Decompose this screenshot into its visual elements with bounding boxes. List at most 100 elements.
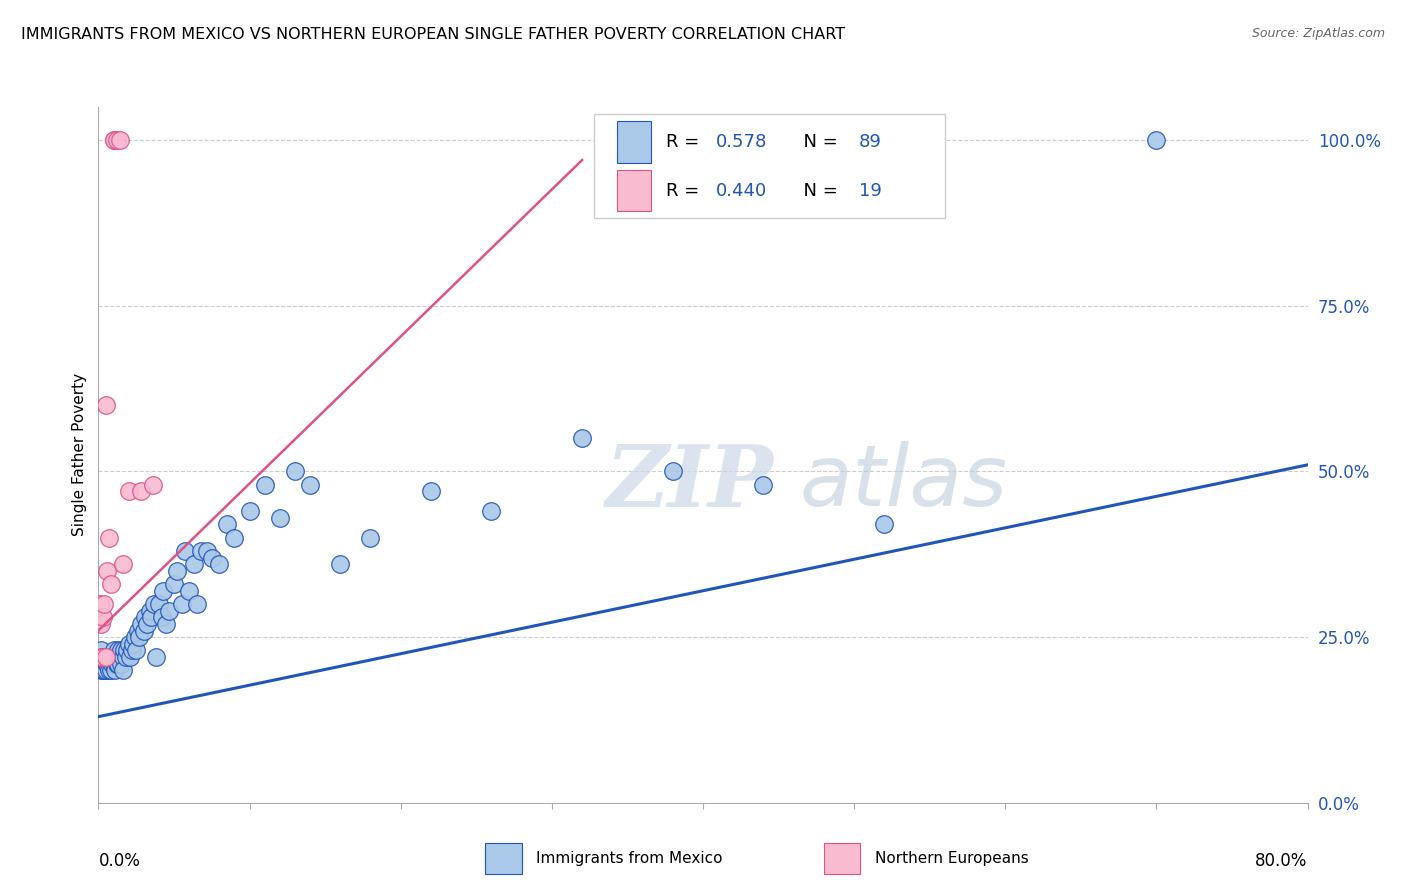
Point: [163, 577, 186, 591]
Point: [150, 610, 173, 624]
Point: [129, 616, 152, 631]
Point: [118, 637, 141, 651]
Point: [118, 484, 141, 499]
Point: [201, 550, 224, 565]
Point: [360, 531, 382, 545]
Point: [239, 504, 262, 518]
Point: [329, 558, 352, 572]
Point: [127, 624, 149, 638]
Text: Source: ZipAtlas.com: Source: ZipAtlas.com: [1251, 27, 1385, 40]
Point: [90, 650, 112, 665]
Point: [132, 624, 155, 638]
Point: [128, 630, 150, 644]
Point: [103, 650, 125, 665]
Text: Northern Europeans: Northern Europeans: [875, 851, 1028, 866]
Point: [98, 531, 121, 545]
Point: [89, 657, 111, 671]
Point: [94, 398, 117, 412]
Point: [100, 650, 122, 665]
Text: 89: 89: [859, 133, 882, 151]
Point: [94, 650, 117, 665]
Point: [101, 650, 124, 665]
Point: [100, 577, 122, 591]
Point: [148, 597, 170, 611]
Point: [253, 477, 276, 491]
Point: [224, 531, 246, 545]
Point: [94, 657, 117, 671]
Point: [103, 657, 125, 671]
Point: [105, 650, 128, 665]
Point: [145, 650, 167, 665]
Point: [139, 604, 162, 618]
Text: IMMIGRANTS FROM MEXICO VS NORTHERN EUROPEAN SINGLE FATHER POVERTY CORRELATION CH: IMMIGRANTS FROM MEXICO VS NORTHERN EUROP…: [21, 27, 845, 42]
Point: [143, 597, 166, 611]
Point: [103, 643, 125, 657]
Point: [90, 663, 112, 677]
Point: [173, 544, 195, 558]
Point: [159, 604, 181, 618]
Point: [93, 657, 115, 671]
Point: [111, 650, 134, 665]
Point: [170, 597, 193, 611]
Point: [100, 663, 122, 677]
Point: [104, 663, 127, 677]
Point: [215, 517, 238, 532]
Point: [141, 610, 163, 624]
Point: [135, 616, 157, 631]
Text: 19: 19: [859, 182, 882, 200]
Point: [96, 657, 118, 671]
Point: [115, 643, 138, 657]
Point: [125, 643, 148, 657]
Point: [107, 657, 129, 671]
Point: [112, 643, 135, 657]
Point: [177, 583, 201, 598]
Point: [93, 663, 115, 677]
Point: [481, 504, 503, 518]
FancyBboxPatch shape: [617, 121, 651, 162]
Text: 0.440: 0.440: [716, 182, 768, 200]
Point: [90, 643, 112, 657]
Point: [190, 544, 212, 558]
Point: [661, 465, 683, 479]
Point: [104, 650, 127, 665]
Point: [94, 650, 117, 665]
Point: [183, 558, 205, 572]
Text: ZIP: ZIP: [606, 441, 775, 524]
Point: [122, 637, 145, 651]
Point: [93, 597, 115, 611]
Point: [105, 657, 128, 671]
FancyBboxPatch shape: [617, 169, 651, 211]
Point: [1144, 133, 1167, 147]
Point: [111, 558, 134, 572]
Point: [89, 597, 111, 611]
Text: 0.578: 0.578: [716, 133, 768, 151]
Text: Immigrants from Mexico: Immigrants from Mexico: [536, 851, 723, 866]
Point: [98, 650, 121, 665]
Point: [142, 477, 165, 491]
FancyBboxPatch shape: [485, 843, 522, 874]
Point: [114, 650, 136, 665]
Point: [152, 583, 174, 598]
Point: [107, 643, 129, 657]
Text: R =: R =: [665, 182, 704, 200]
Point: [103, 133, 125, 147]
Point: [100, 657, 122, 671]
Point: [120, 650, 142, 665]
Text: R =: R =: [665, 133, 704, 151]
Point: [93, 650, 115, 665]
Point: [873, 517, 896, 532]
Point: [91, 650, 114, 665]
Point: [91, 663, 114, 677]
Point: [269, 511, 291, 525]
Y-axis label: Single Father Poverty: Single Father Poverty: [72, 374, 87, 536]
Point: [110, 643, 132, 657]
Point: [103, 133, 125, 147]
Text: atlas: atlas: [800, 442, 1008, 524]
Point: [186, 597, 208, 611]
Point: [94, 663, 117, 677]
Point: [91, 657, 114, 671]
Point: [752, 477, 775, 491]
Point: [98, 657, 121, 671]
Point: [121, 643, 143, 657]
Point: [96, 650, 118, 665]
